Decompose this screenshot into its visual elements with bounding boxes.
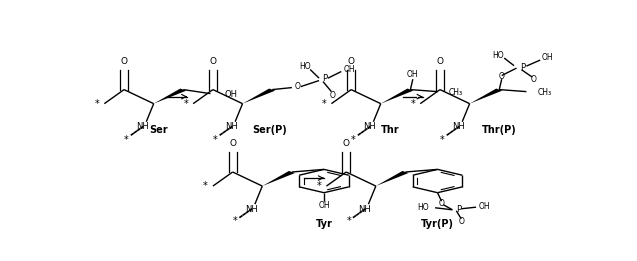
Text: OH: OH — [407, 70, 419, 79]
Polygon shape — [376, 171, 408, 186]
Text: OH: OH — [478, 203, 490, 211]
Polygon shape — [469, 88, 502, 104]
Text: OH: OH — [344, 65, 355, 74]
Text: *: * — [94, 99, 99, 109]
Text: Ser: Ser — [149, 125, 168, 135]
Text: NH: NH — [136, 122, 149, 131]
Text: *: * — [124, 135, 129, 145]
Text: Tyr(P): Tyr(P) — [421, 219, 454, 229]
Text: P: P — [322, 74, 327, 84]
Text: *: * — [183, 99, 188, 109]
Text: O: O — [120, 57, 127, 66]
Text: Thr: Thr — [382, 125, 400, 135]
Text: *: * — [440, 135, 445, 145]
Text: O: O — [348, 57, 355, 66]
Text: O: O — [438, 199, 445, 208]
Text: NH: NH — [359, 205, 371, 214]
Text: NH: NH — [452, 122, 465, 131]
Polygon shape — [381, 88, 413, 104]
Text: OH: OH — [224, 90, 237, 99]
Text: HO: HO — [417, 203, 429, 212]
Text: OH: OH — [541, 53, 553, 62]
Text: *: * — [233, 216, 238, 226]
Polygon shape — [154, 88, 186, 104]
Text: CH₃: CH₃ — [538, 87, 552, 97]
Text: *: * — [213, 135, 218, 145]
Text: *: * — [203, 181, 208, 191]
Text: P: P — [455, 205, 461, 214]
Polygon shape — [262, 171, 295, 186]
Text: *: * — [317, 181, 322, 191]
Text: Thr(P): Thr(P) — [482, 125, 517, 135]
Text: O: O — [330, 91, 336, 99]
Text: O: O — [295, 82, 301, 91]
Text: Tyr: Tyr — [315, 219, 333, 229]
Text: O: O — [210, 57, 217, 66]
Text: HO: HO — [492, 51, 504, 60]
Text: *: * — [410, 99, 415, 109]
Text: *: * — [322, 99, 326, 109]
Text: CH₃: CH₃ — [449, 87, 463, 97]
Text: *: * — [347, 216, 351, 226]
Polygon shape — [243, 88, 275, 104]
Text: O: O — [499, 72, 505, 81]
Text: O: O — [531, 75, 537, 84]
Text: HO: HO — [299, 62, 311, 70]
Text: NH: NH — [245, 205, 258, 214]
Text: O: O — [436, 57, 443, 66]
Text: O: O — [343, 139, 350, 148]
Text: *: * — [351, 135, 356, 145]
Text: O: O — [229, 139, 236, 148]
Text: NH: NH — [225, 122, 238, 131]
Text: Ser(P): Ser(P) — [252, 125, 287, 135]
Text: P: P — [520, 63, 525, 72]
Text: NH: NH — [364, 122, 376, 131]
Text: O: O — [458, 217, 464, 226]
Text: OH: OH — [318, 201, 330, 210]
